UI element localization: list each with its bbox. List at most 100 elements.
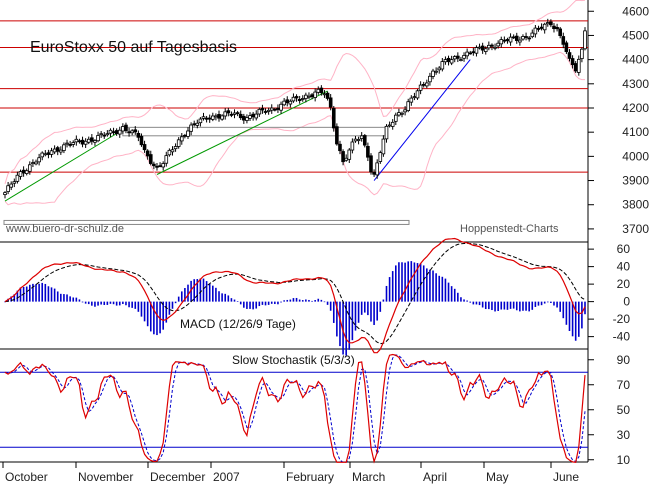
macd-histogram-bar: [162, 301, 164, 330]
candle-body: [173, 146, 178, 150]
candle-body: [341, 151, 345, 163]
y-tick-label: 3900: [622, 174, 649, 188]
candle-body: [434, 70, 438, 73]
candle-body: [288, 100, 293, 105]
macd-histogram-bar: [308, 299, 310, 302]
y-tick-label: 4000: [622, 149, 649, 163]
candle-body: [161, 163, 165, 168]
macd-histogram-bar: [519, 301, 521, 312]
macd-histogram-bar: [556, 301, 558, 308]
candle-body: [279, 103, 283, 111]
macd-histogram-bar: [447, 282, 450, 302]
macd-histogram-bar: [180, 291, 183, 302]
stoch-y-tick-label: 50: [617, 403, 631, 417]
candle-body: [294, 96, 299, 99]
macd-histogram-bar: [159, 301, 161, 334]
candle-body: [34, 161, 38, 165]
macd-histogram-bar: [363, 301, 366, 313]
upper-band: [4, 0, 586, 185]
candle-body: [176, 139, 181, 147]
candle-body: [232, 112, 237, 115]
macd-histogram-bar: [224, 293, 227, 302]
candle-body: [449, 59, 454, 64]
macd-histogram-bar: [416, 263, 419, 302]
macd-histogram-bar: [472, 301, 475, 305]
macd-histogram-bar: [314, 300, 316, 302]
x-tick-label: February: [286, 470, 334, 484]
macd-line: [4, 237, 586, 354]
candle-body: [456, 55, 460, 59]
macd-histogram-bar: [320, 299, 323, 302]
macd-histogram-bar: [264, 301, 267, 306]
lower-band: [4, 51, 585, 206]
macd-histogram-bar: [385, 285, 388, 302]
macd-histogram-bar: [112, 301, 115, 305]
candle-body: [136, 132, 141, 138]
macd-y-tick-label: 20: [617, 277, 631, 291]
candle-body: [260, 108, 265, 111]
candle-body: [474, 47, 479, 54]
candle-body: [179, 136, 184, 142]
candle-body: [211, 115, 215, 120]
y-tick-label: 4500: [622, 28, 649, 42]
macd-histogram-bar: [174, 301, 177, 304]
macd-histogram-bar: [25, 286, 28, 302]
macd-histogram-bar: [339, 301, 341, 347]
macd-title: MACD (12/26/9 Tage): [180, 317, 296, 331]
macd-histogram-bar: [32, 283, 34, 302]
candle-body: [223, 111, 228, 117]
candle-body: [158, 165, 162, 168]
candle-body: [114, 130, 119, 135]
candle-body: [437, 67, 442, 71]
x-tick-label: December: [150, 470, 205, 484]
macd-histogram-bar: [227, 295, 230, 302]
macd-histogram-bar: [460, 297, 462, 302]
macd-histogram-bar: [543, 301, 546, 304]
candle-body: [415, 90, 420, 99]
candle-body: [52, 148, 57, 153]
candle-body: [12, 181, 17, 184]
candle-body: [164, 155, 169, 164]
x-tick-label: November: [78, 470, 133, 484]
stochastic-title: Slow Stochastik (5/3/3): [232, 353, 355, 367]
macd-histogram-bar: [122, 301, 124, 305]
macd-histogram-bar: [370, 301, 372, 322]
candle-body: [257, 108, 262, 115]
macd-histogram-bar: [305, 299, 307, 302]
macd-histogram-bar: [249, 301, 251, 309]
macd-histogram-bar: [252, 301, 254, 310]
candle-body: [552, 25, 556, 30]
candle-body: [245, 117, 249, 121]
macd-histogram-bar: [512, 301, 515, 309]
macd-histogram-bar: [81, 301, 84, 303]
macd-histogram-bar: [261, 301, 264, 305]
macd-histogram-bar: [509, 301, 512, 309]
macd-histogram-bar: [317, 298, 320, 302]
macd-histogram-bar: [553, 301, 555, 306]
macd-histogram-bar: [270, 301, 273, 304]
macd-histogram-bar: [78, 299, 81, 302]
text-layer: EuroStoxx 50 auf Tagesbasis www.buero-dr…: [5, 39, 559, 367]
macd-histogram-bar: [379, 301, 382, 312]
candle-body: [409, 97, 414, 103]
candle-body: [580, 48, 584, 59]
candle-body: [350, 141, 355, 151]
candle-body: [353, 138, 358, 142]
candle-body: [468, 52, 473, 55]
macd-histogram-bar: [118, 301, 121, 306]
macd-histogram-bar: [463, 299, 465, 302]
macd-histogram-bar: [481, 301, 484, 308]
stoch-y-tick-label: 70: [617, 378, 631, 392]
candle-body: [152, 163, 156, 167]
macd-histogram-bar: [41, 282, 44, 302]
macd-histogram-bar: [435, 273, 437, 302]
macd-histogram-bar: [522, 301, 524, 311]
candle-body: [328, 97, 333, 108]
x-tick-label: 2007: [213, 470, 240, 484]
candle-body: [15, 174, 20, 182]
candle-body: [493, 46, 497, 49]
candle-body: [403, 109, 407, 113]
candle-body: [77, 140, 82, 143]
macd-histogram-bar: [236, 301, 239, 302]
